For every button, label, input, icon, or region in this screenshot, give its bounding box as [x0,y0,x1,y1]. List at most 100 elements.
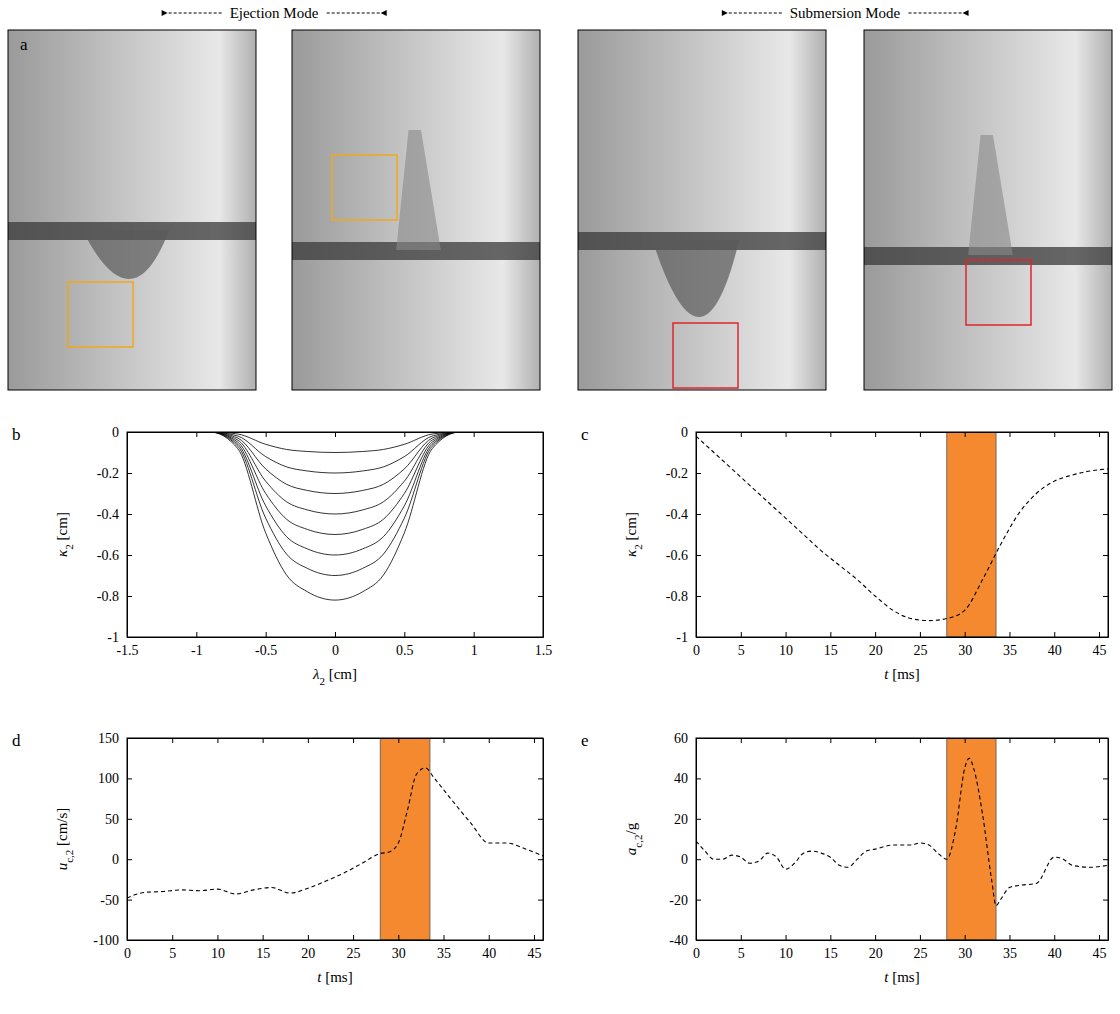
photo-frame [8,30,256,390]
tick [696,432,697,437]
tick: 45 [527,935,541,961]
tick-mark [127,473,132,474]
tick-mark [1103,819,1108,820]
axis-title-unit: [ms] [888,969,919,985]
data-line [169,432,481,576]
tick: 5 [738,632,745,658]
tick: 30 [958,935,972,961]
tick [786,738,787,743]
tick-label: -100 [93,933,119,948]
tick-mark [1009,738,1010,743]
tick [538,514,543,515]
tick-mark [965,632,966,637]
tick [1103,432,1108,433]
insect-box [332,155,397,220]
highlight-band [947,432,996,637]
tick: -1 [107,630,132,645]
tick: 25 [913,935,927,961]
tick [875,738,876,743]
tick: 100 [98,771,132,786]
tick-mark [696,940,701,941]
tick [830,432,831,437]
plot-frame [696,738,1108,940]
tick-mark [786,935,787,940]
tick-mark [696,473,701,474]
tick-mark [308,738,309,743]
tick-mark [741,935,742,940]
tick: 45 [1093,632,1107,658]
tick-label: -1 [676,630,688,645]
tick [489,738,490,743]
tick-mark [474,432,475,437]
tick: 40 [1048,935,1062,961]
tick-mark [398,935,399,940]
tick: -1 [191,632,203,658]
tick: 35 [437,935,451,961]
tick-label: 15 [824,946,838,961]
data-line [169,432,481,453]
axis [697,432,1109,437]
tick-mark [538,432,543,433]
tick-mark [538,738,543,739]
tick: 5 [169,935,176,961]
tick-label: -0.4 [666,507,688,522]
tick: -0.5 [255,632,277,658]
tick [741,738,742,743]
tick-mark [353,935,354,940]
tick-mark [875,632,876,637]
tick-mark [696,514,701,515]
tick [1009,432,1010,437]
tick-mark [741,632,742,637]
tick [127,738,128,743]
mode-title: Ejection Mode [230,5,319,21]
axis-line [127,739,128,941]
tick-label: 25 [347,946,361,961]
tick-mark [786,632,787,637]
tick-label: -0.2 [666,466,688,481]
axis-title-subscript: c,2 [632,835,644,848]
axis-title: κ2 [cm] [54,512,75,557]
mode-arrowhead [722,10,728,16]
axis: 051015202530354045 [124,935,544,961]
tick [1009,738,1010,743]
axis-title: ac,2/g [623,822,644,855]
panel-label: c [581,425,589,444]
tick-label: 30 [958,643,972,658]
tick [444,738,445,743]
axis [538,433,544,638]
mode-arrowhead [963,10,969,16]
tick-mark [1103,555,1108,556]
axis-line [697,432,1109,433]
tick-label: 10 [211,946,225,961]
tick-label: 40 [482,946,496,961]
tick [353,738,354,743]
tick: 50 [105,812,132,827]
plot-background [127,432,543,637]
tick-label: 0.5 [396,643,414,658]
tick: 30 [392,935,406,961]
tick-mark [127,637,132,638]
tick-mark [1103,778,1108,779]
chart-panel: 051015202530354045-1-0.8-0.6-0.4-0.20t [… [581,425,1109,682]
tick-label: -0.6 [666,548,688,563]
tick: 10 [779,632,793,658]
tick-label: -1 [191,643,203,658]
tick: 5 [738,935,745,961]
photo [578,30,826,390]
tick-mark [534,738,535,743]
tick-mark [127,596,132,597]
chart-panel: 051015202530354045-40-200204060t [ms]ac,… [581,731,1109,985]
tick-mark [538,940,543,941]
tick-mark [1103,940,1108,941]
data-line [169,432,481,600]
axis-title: t [ms] [884,969,919,985]
plot-background [127,738,543,940]
tick-mark [196,432,197,437]
axis-title-subscript: c,2 [63,850,75,863]
tick-label: 20 [674,812,688,827]
axis-title-symbol: u [54,863,70,871]
tick-mark [1103,637,1108,638]
axis: -40-200204060 [669,731,701,948]
photo-panel [8,30,1112,390]
tick-mark [965,432,966,437]
